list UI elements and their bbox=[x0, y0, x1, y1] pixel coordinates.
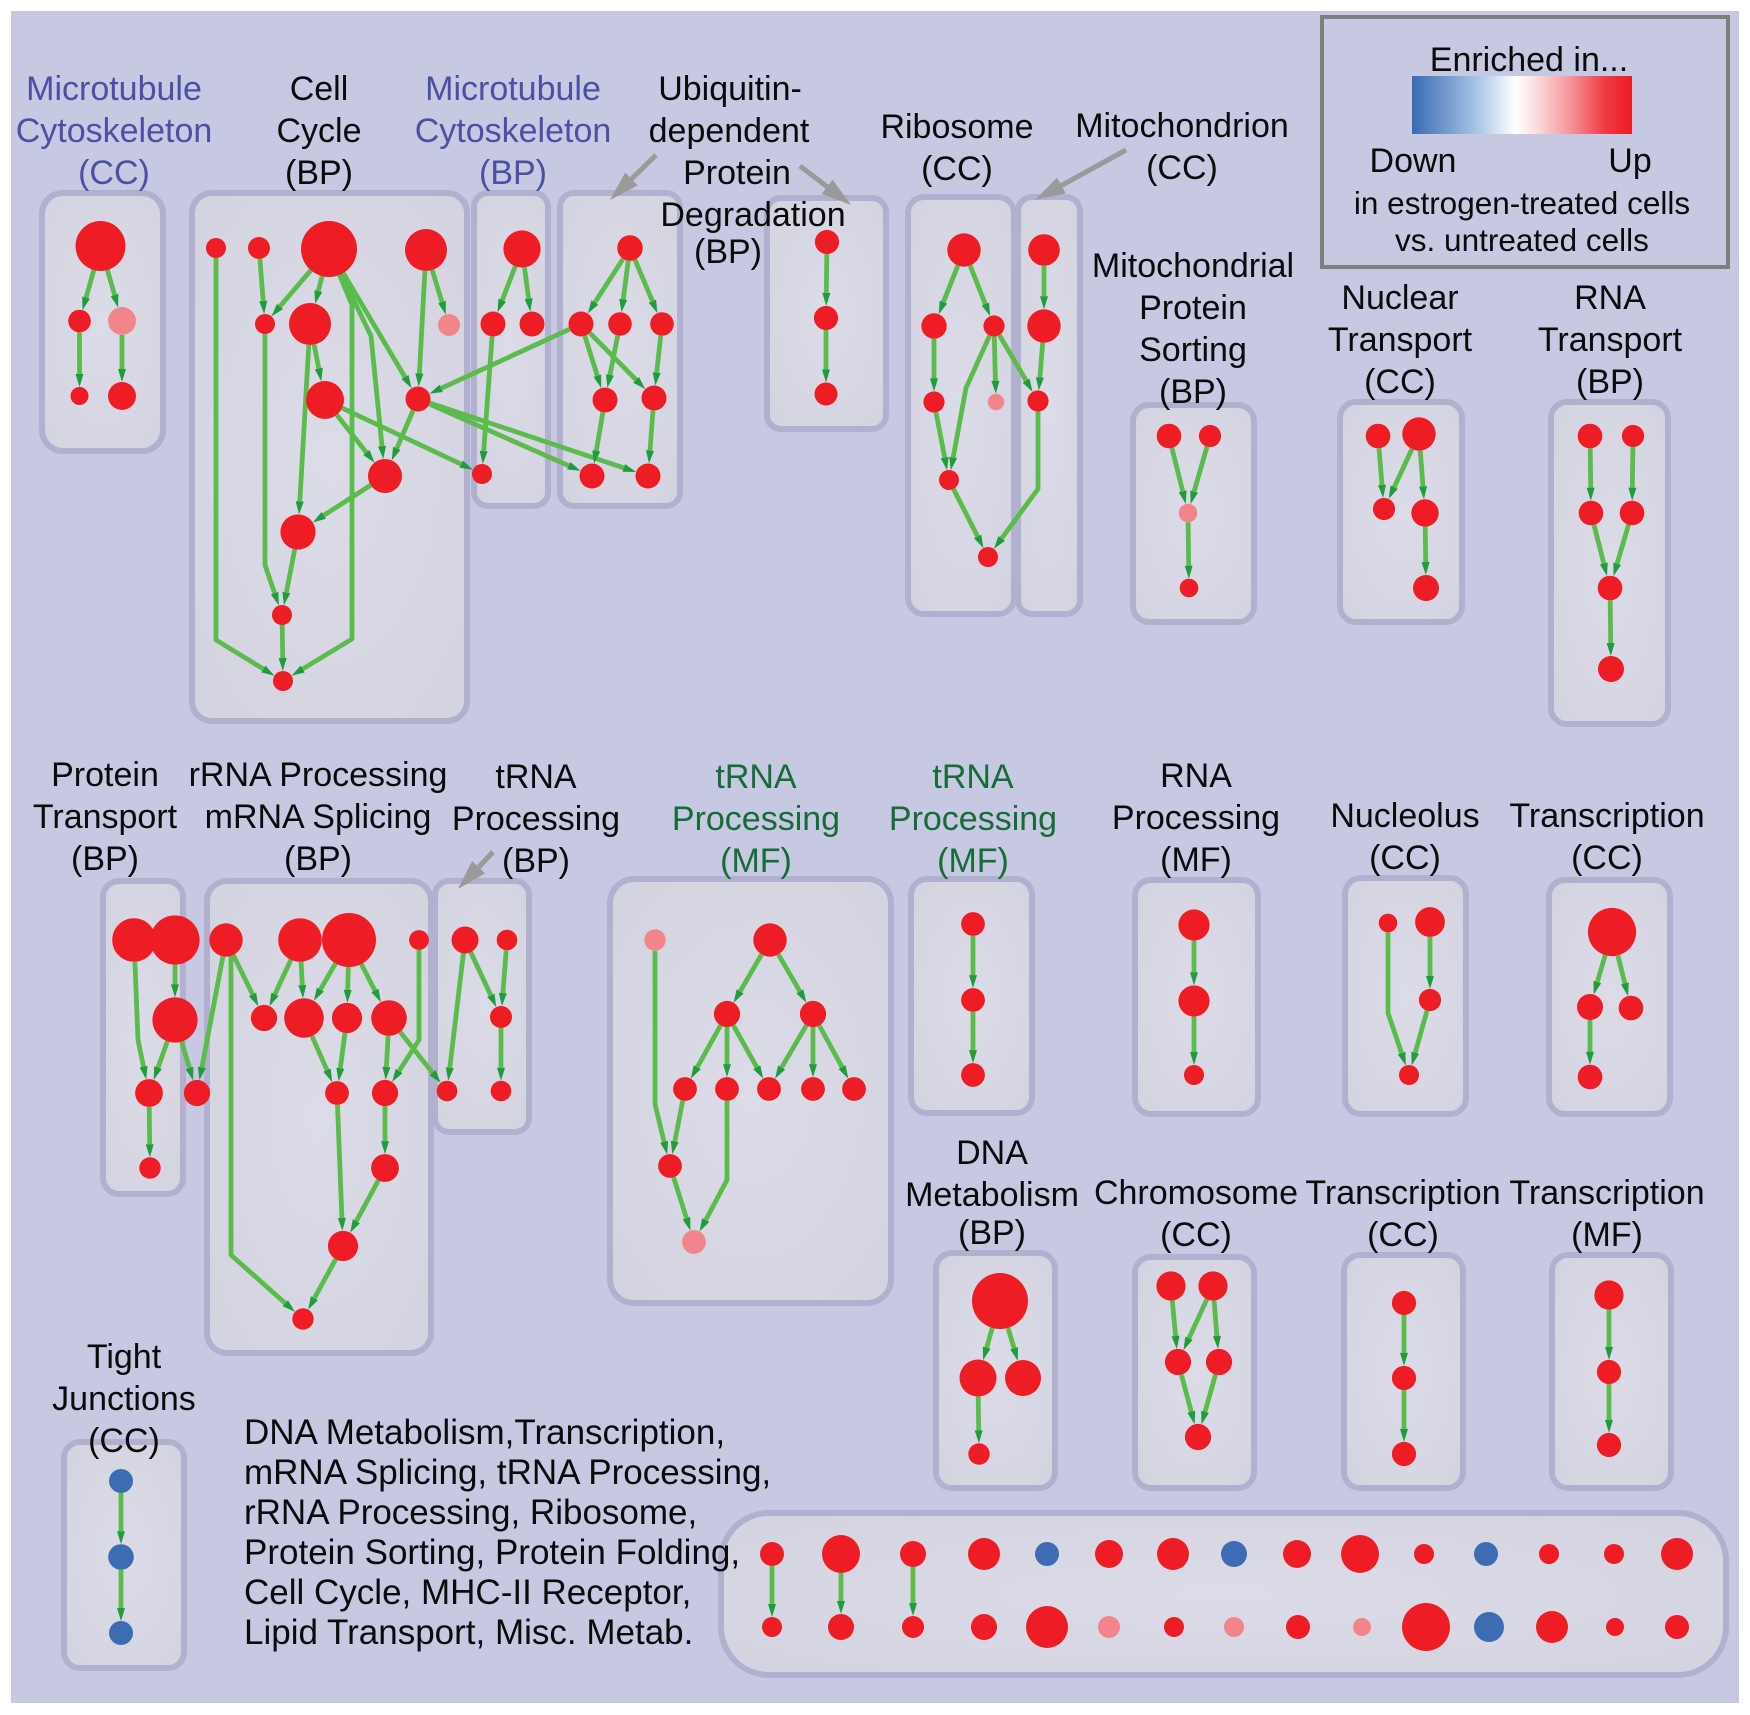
svg-text:Metabolism: Metabolism bbox=[905, 1176, 1079, 1214]
svg-text:Sorting: Sorting bbox=[1139, 331, 1247, 369]
svg-text:Chromosome: Chromosome bbox=[1094, 1174, 1298, 1212]
svg-text:(BP): (BP) bbox=[71, 840, 139, 878]
svg-text:(BP): (BP) bbox=[958, 1214, 1026, 1252]
svg-text:Mitochondrial: Mitochondrial bbox=[1092, 247, 1294, 285]
svg-text:DNA Metabolism,Transcription,: DNA Metabolism,Transcription, bbox=[244, 1413, 725, 1452]
svg-text:dependent: dependent bbox=[649, 112, 810, 150]
svg-text:RNA: RNA bbox=[1574, 279, 1646, 317]
svg-text:tRNA: tRNA bbox=[932, 758, 1014, 796]
svg-text:Cell: Cell bbox=[290, 70, 349, 108]
svg-text:Cytoskeleton: Cytoskeleton bbox=[16, 112, 213, 150]
svg-text:Up: Up bbox=[1608, 142, 1651, 180]
svg-text:Nuclear: Nuclear bbox=[1341, 279, 1458, 317]
svg-text:tRNA: tRNA bbox=[495, 758, 577, 796]
svg-text:Protein Sorting, Protein Foldi: Protein Sorting, Protein Folding, bbox=[244, 1533, 740, 1572]
svg-text:(CC): (CC) bbox=[1571, 839, 1643, 877]
svg-text:vs. untreated cells: vs. untreated cells bbox=[1395, 222, 1649, 258]
svg-text:Cycle: Cycle bbox=[276, 112, 361, 150]
svg-text:Transcription: Transcription bbox=[1509, 1174, 1704, 1212]
svg-text:DNA: DNA bbox=[956, 1134, 1028, 1172]
svg-text:Protein: Protein bbox=[51, 756, 159, 794]
svg-text:Ribosome: Ribosome bbox=[880, 108, 1033, 146]
svg-text:(BP): (BP) bbox=[502, 842, 570, 880]
svg-text:Protein: Protein bbox=[1139, 289, 1247, 327]
svg-text:Transport: Transport bbox=[1538, 321, 1683, 359]
svg-text:(CC): (CC) bbox=[1369, 839, 1441, 877]
svg-text:tRNA: tRNA bbox=[715, 758, 797, 796]
svg-text:Transport: Transport bbox=[33, 798, 178, 836]
svg-text:(CC): (CC) bbox=[921, 150, 993, 188]
svg-text:Transport: Transport bbox=[1328, 321, 1473, 359]
svg-text:mRNA Splicing: mRNA Splicing bbox=[205, 798, 432, 836]
svg-text:Processing: Processing bbox=[1112, 799, 1280, 837]
svg-text:Processing: Processing bbox=[452, 800, 620, 838]
svg-text:in estrogen-treated cells: in estrogen-treated cells bbox=[1354, 185, 1690, 221]
svg-text:(BP): (BP) bbox=[694, 233, 762, 271]
svg-text:Nucleolus: Nucleolus bbox=[1330, 797, 1479, 835]
svg-text:(MF): (MF) bbox=[1160, 841, 1232, 879]
svg-text:(BP): (BP) bbox=[284, 840, 352, 878]
svg-text:(MF): (MF) bbox=[937, 842, 1009, 880]
svg-text:(CC): (CC) bbox=[1160, 1216, 1232, 1254]
svg-text:(BP): (BP) bbox=[1159, 373, 1227, 411]
svg-text:Mitochondrion: Mitochondrion bbox=[1075, 107, 1289, 145]
svg-text:Microtubule: Microtubule bbox=[26, 70, 202, 108]
svg-text:Tight: Tight bbox=[87, 1338, 162, 1376]
svg-text:(BP): (BP) bbox=[1576, 363, 1644, 401]
svg-text:Lipid Transport, Misc. Metab.: Lipid Transport, Misc. Metab. bbox=[244, 1613, 693, 1652]
svg-text:Processing: Processing bbox=[889, 800, 1057, 838]
svg-text:rRNA Processing, Ribosome,: rRNA Processing, Ribosome, bbox=[244, 1493, 697, 1532]
svg-text:(MF): (MF) bbox=[1571, 1216, 1643, 1254]
svg-text:Microtubule: Microtubule bbox=[425, 70, 601, 108]
svg-text:Ubiquitin-: Ubiquitin- bbox=[658, 70, 802, 108]
svg-text:Junctions: Junctions bbox=[52, 1380, 196, 1418]
svg-text:Processing: Processing bbox=[672, 800, 840, 838]
svg-text:Cell Cycle, MHC-II Receptor,: Cell Cycle, MHC-II Receptor, bbox=[244, 1573, 691, 1612]
svg-text:(CC): (CC) bbox=[1367, 1216, 1439, 1254]
svg-text:(BP): (BP) bbox=[479, 154, 547, 192]
svg-text:(CC): (CC) bbox=[1364, 363, 1436, 401]
svg-text:Transcription: Transcription bbox=[1509, 797, 1704, 835]
svg-text:Protein: Protein bbox=[683, 154, 791, 192]
svg-text:Transcription: Transcription bbox=[1305, 1174, 1500, 1212]
svg-text:(BP): (BP) bbox=[285, 154, 353, 192]
svg-text:Degradation: Degradation bbox=[660, 196, 845, 234]
svg-text:(MF): (MF) bbox=[720, 842, 792, 880]
svg-text:RNA: RNA bbox=[1160, 757, 1232, 795]
svg-text:(CC): (CC) bbox=[1146, 149, 1218, 187]
svg-text:mRNA Splicing, tRNA Processing: mRNA Splicing, tRNA Processing, bbox=[244, 1453, 771, 1492]
svg-text:Cytoskeleton: Cytoskeleton bbox=[415, 112, 612, 150]
svg-text:(CC): (CC) bbox=[78, 154, 150, 192]
svg-text:rRNA Processing: rRNA Processing bbox=[189, 756, 448, 794]
svg-text:Enriched in...: Enriched in... bbox=[1430, 41, 1628, 79]
svg-text:(CC): (CC) bbox=[88, 1422, 160, 1460]
svg-text:Down: Down bbox=[1370, 142, 1457, 180]
